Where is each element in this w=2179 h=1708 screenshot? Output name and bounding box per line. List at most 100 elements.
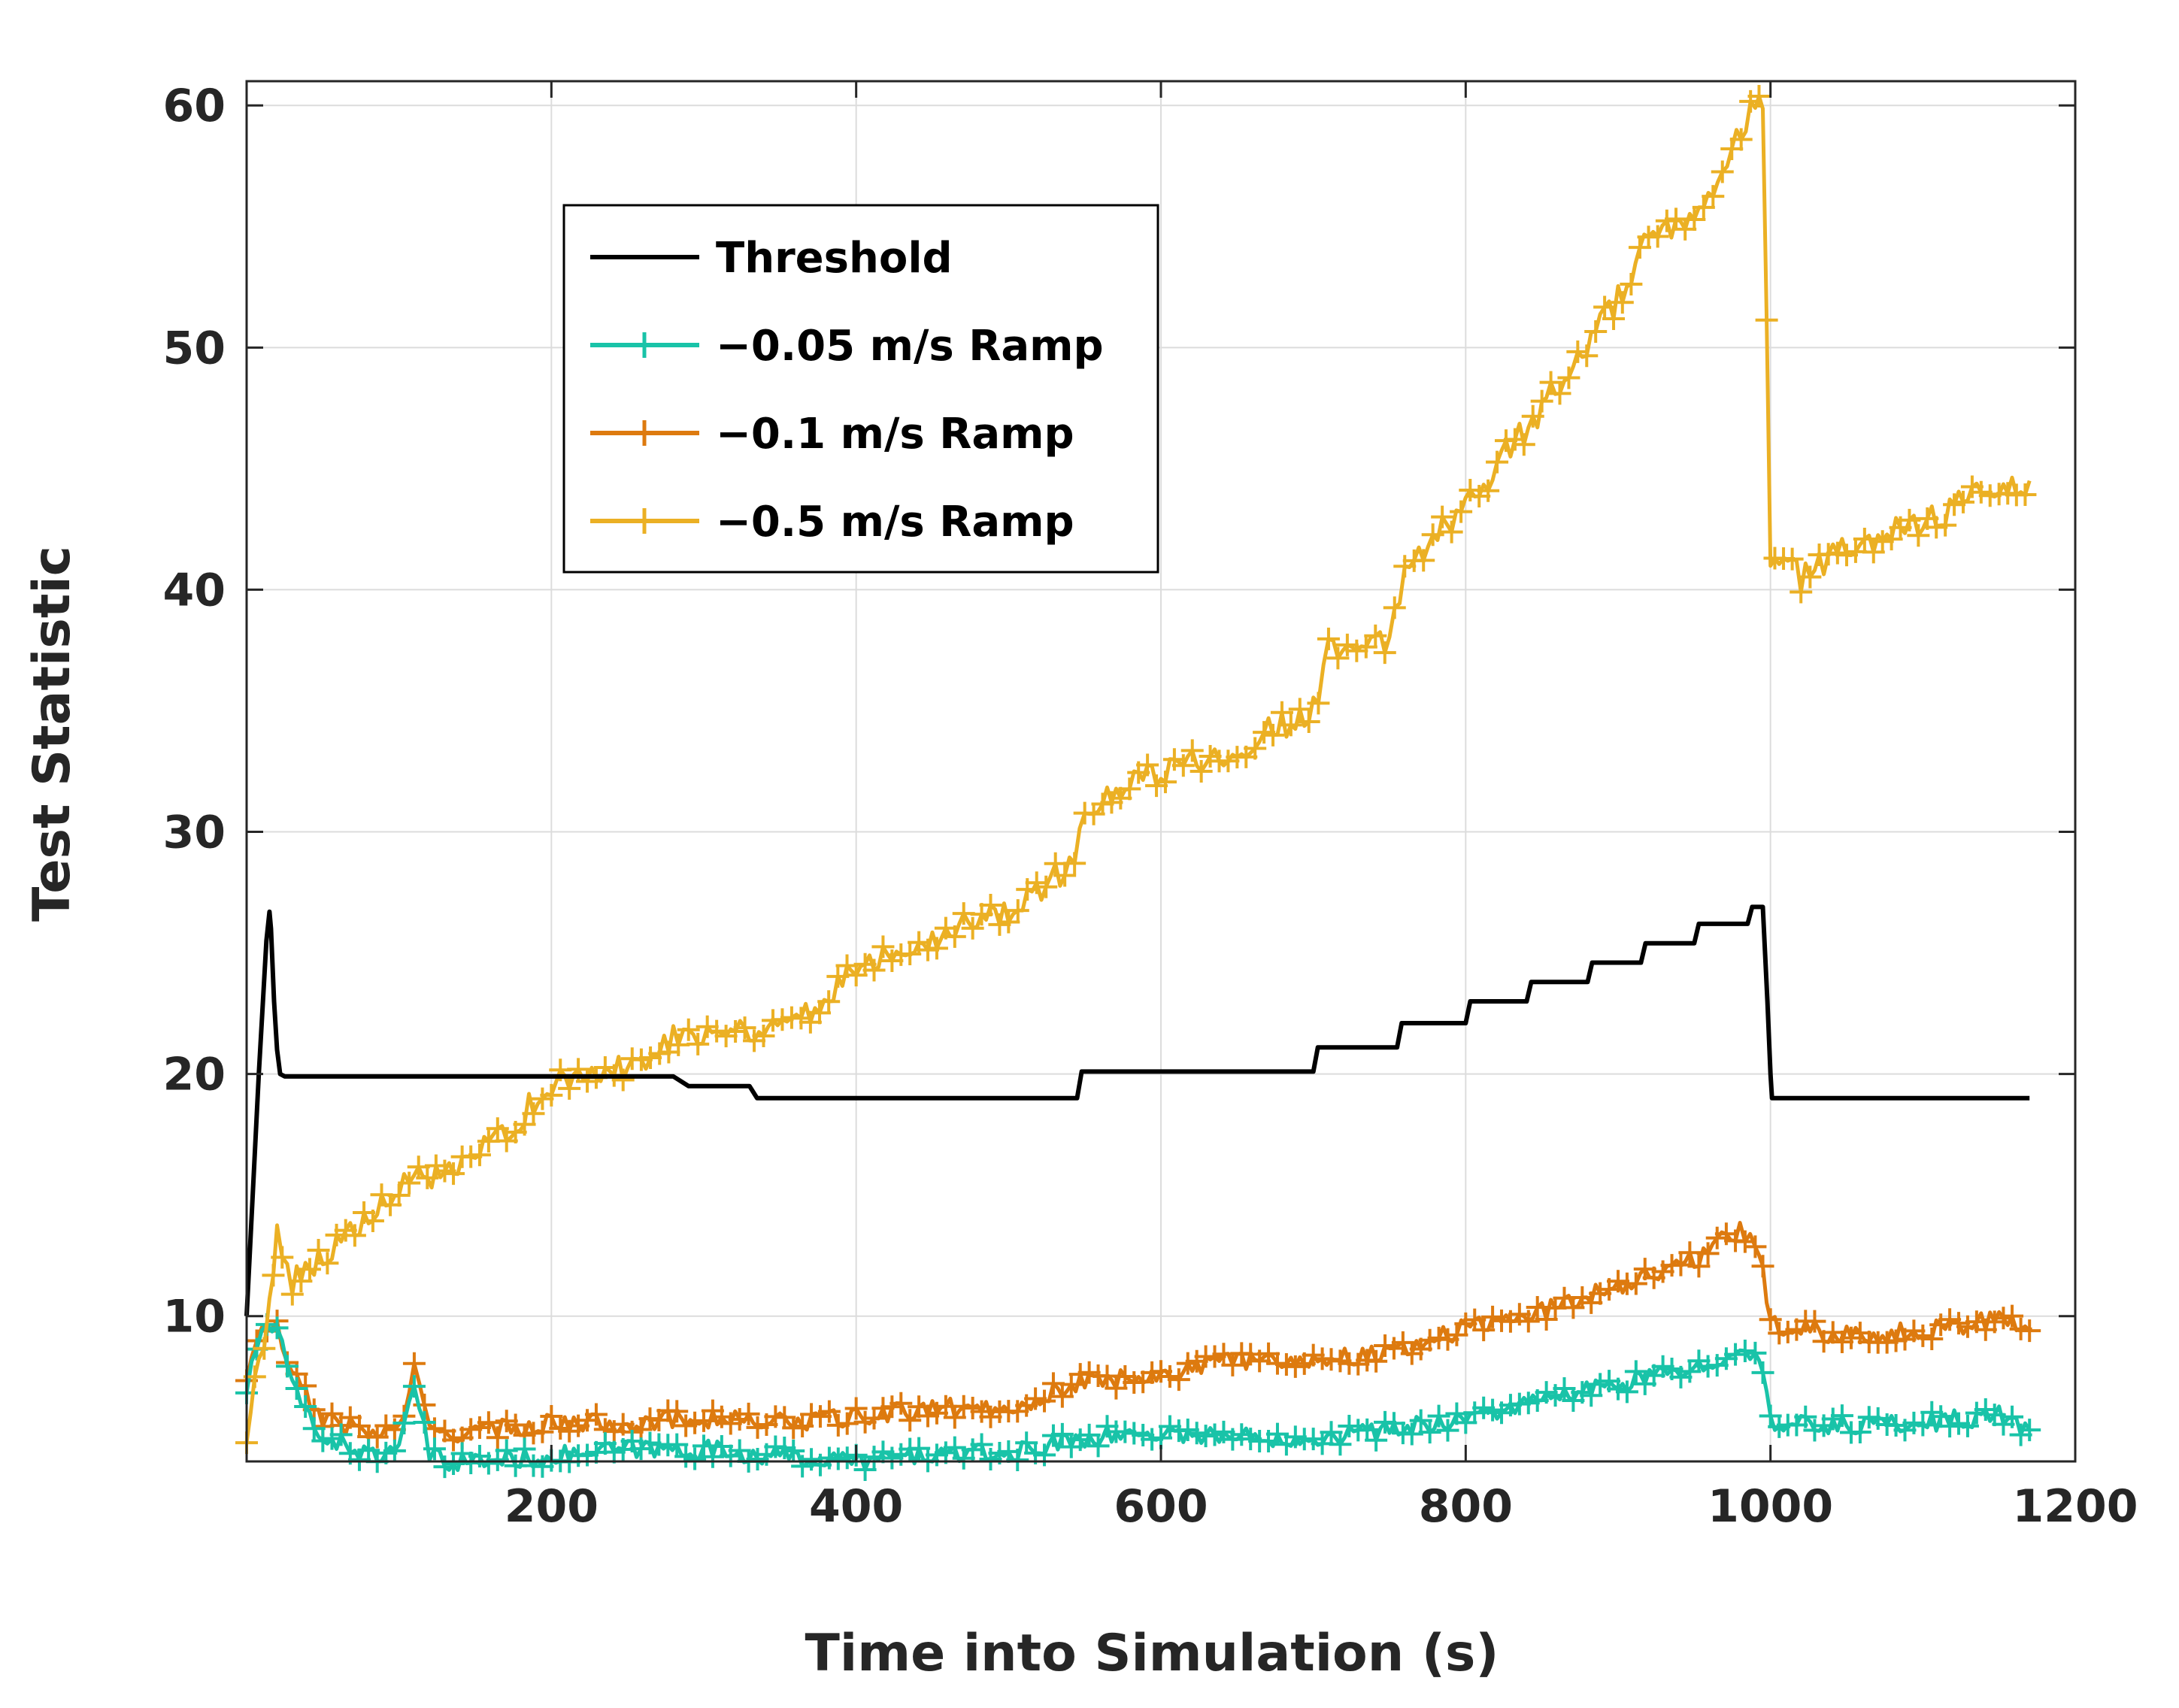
- data-point-marker: [1687, 1349, 1711, 1373]
- series-2: [235, 1221, 2041, 1452]
- data-point-marker: [743, 1029, 766, 1052]
- data-point-marker: [979, 894, 1002, 917]
- data-point-marker: [1853, 528, 1876, 551]
- data-point-marker: [1044, 852, 1067, 875]
- data-point-marker: [343, 1224, 366, 1247]
- data-point-marker: [1911, 1413, 1935, 1437]
- data-point-marker: [908, 1437, 931, 1460]
- data-point-marker: [1646, 225, 1669, 248]
- data-point-marker: [677, 1018, 700, 1041]
- data-point-marker: [1307, 692, 1330, 715]
- data-point-marker: [477, 1411, 500, 1434]
- data-point-marker: [1687, 1255, 1711, 1278]
- data-point-marker: [1477, 479, 1500, 502]
- data-point-marker: [1584, 320, 1608, 344]
- legend-marker: [632, 332, 657, 358]
- data-point-marker: [1440, 520, 1463, 544]
- data-point-marker: [1755, 308, 1778, 332]
- data-point-marker: [1602, 307, 1626, 330]
- series-layer: [235, 84, 2041, 1482]
- data-point-marker: [2001, 1405, 2024, 1428]
- data-point-marker: [1364, 624, 1387, 647]
- data-point-marker: [329, 1423, 353, 1446]
- data-point-marker: [817, 990, 841, 1013]
- legend-marker: [632, 420, 657, 446]
- data-point-marker: [294, 1395, 317, 1419]
- data-point-marker: [584, 1403, 608, 1426]
- data-point-marker: [2018, 1319, 2041, 1343]
- data-point-marker: [1692, 195, 1715, 219]
- data-point-marker: [1365, 1349, 1388, 1373]
- data-point-marker: [265, 1316, 289, 1340]
- data-point-marker: [558, 1077, 581, 1100]
- data-point-marker: [365, 1425, 389, 1449]
- data-point-marker: [1418, 1421, 1441, 1444]
- data-point-marker: [1803, 1310, 1826, 1333]
- data-point-marker: [357, 1439, 380, 1462]
- data-point-marker: [1035, 875, 1058, 898]
- data-point-marker: [1167, 1368, 1190, 1392]
- data-point-marker: [1803, 1419, 1826, 1442]
- data-point-marker: [413, 1410, 436, 1434]
- data-point-marker: [1780, 547, 1804, 571]
- data-point-marker: [2001, 1304, 2024, 1328]
- data-point-marker: [1512, 433, 1535, 456]
- data-point-marker: [1548, 382, 1571, 405]
- data-point-marker: [311, 1429, 335, 1452]
- data-point-marker: [961, 916, 984, 940]
- data-point-marker: [1050, 1422, 1074, 1446]
- data-point-marker: [1270, 701, 1293, 724]
- data-point-marker: [1317, 627, 1340, 650]
- legend-entry: −0.1 m/s Ramp: [590, 410, 1074, 459]
- data-point-marker: [402, 1352, 426, 1375]
- data-point-marker: [1472, 1319, 1496, 1342]
- data-point-marker: [733, 1016, 756, 1040]
- data-point-marker: [639, 1046, 662, 1070]
- data-point-marker: [289, 1270, 313, 1293]
- x-axis-label: Time into Simulation (s): [805, 1624, 1499, 1683]
- data-point-marker: [486, 1117, 509, 1140]
- data-point-marker: [1180, 739, 1204, 762]
- data-point-marker: [361, 1210, 384, 1233]
- data-point-marker: [1624, 1360, 1647, 1383]
- data-point-marker: [423, 1437, 446, 1461]
- data-point-marker: [1050, 1385, 1074, 1408]
- data-point-marker: [629, 1048, 653, 1071]
- y-tick-label: 50: [163, 322, 226, 374]
- data-point-marker: [398, 1171, 421, 1195]
- data-point-marker: [531, 1420, 554, 1443]
- y-tick-label: 20: [163, 1049, 226, 1101]
- data-point-marker: [1615, 1380, 1638, 1404]
- y-tick-label: 30: [163, 807, 226, 859]
- data-point-marker: [667, 1033, 690, 1056]
- data-point-marker: [665, 1400, 689, 1423]
- data-point-marker: [486, 1426, 509, 1449]
- legend-entry: −0.5 m/s Ramp: [590, 498, 1074, 547]
- data-point-marker: [1326, 647, 1350, 670]
- data-point-marker: [1421, 523, 1444, 547]
- data-point-marker: [1759, 1308, 1782, 1331]
- data-point-marker: [724, 1019, 747, 1043]
- data-point-marker: [1683, 207, 1706, 231]
- data-point-marker: [648, 1042, 671, 1065]
- data-point-marker: [1354, 635, 1377, 659]
- data-point-marker: [1431, 505, 1454, 528]
- data-point-marker: [1171, 754, 1195, 777]
- data-point-marker: [2018, 1419, 2041, 1442]
- data-point-marker: [298, 1258, 321, 1281]
- data-point-marker: [334, 1219, 357, 1242]
- data-point-marker: [347, 1414, 371, 1437]
- data-point-marker: [1373, 641, 1396, 665]
- data-point-marker: [1297, 710, 1320, 734]
- ticks: 200 400 600 800 1000 1200 10 20 30 40 50 60: [163, 80, 2138, 1533]
- series-3: [235, 84, 2037, 1455]
- data-point-marker: [1790, 580, 1813, 604]
- data-point-marker: [844, 1397, 868, 1420]
- series-0: [244, 904, 2030, 1316]
- data-point-marker: [1393, 555, 1417, 578]
- data-point-marker: [1951, 490, 1974, 513]
- data-point-marker: [302, 1417, 326, 1440]
- data-point-marker: [1934, 513, 1957, 537]
- data-point-marker: [280, 1283, 304, 1306]
